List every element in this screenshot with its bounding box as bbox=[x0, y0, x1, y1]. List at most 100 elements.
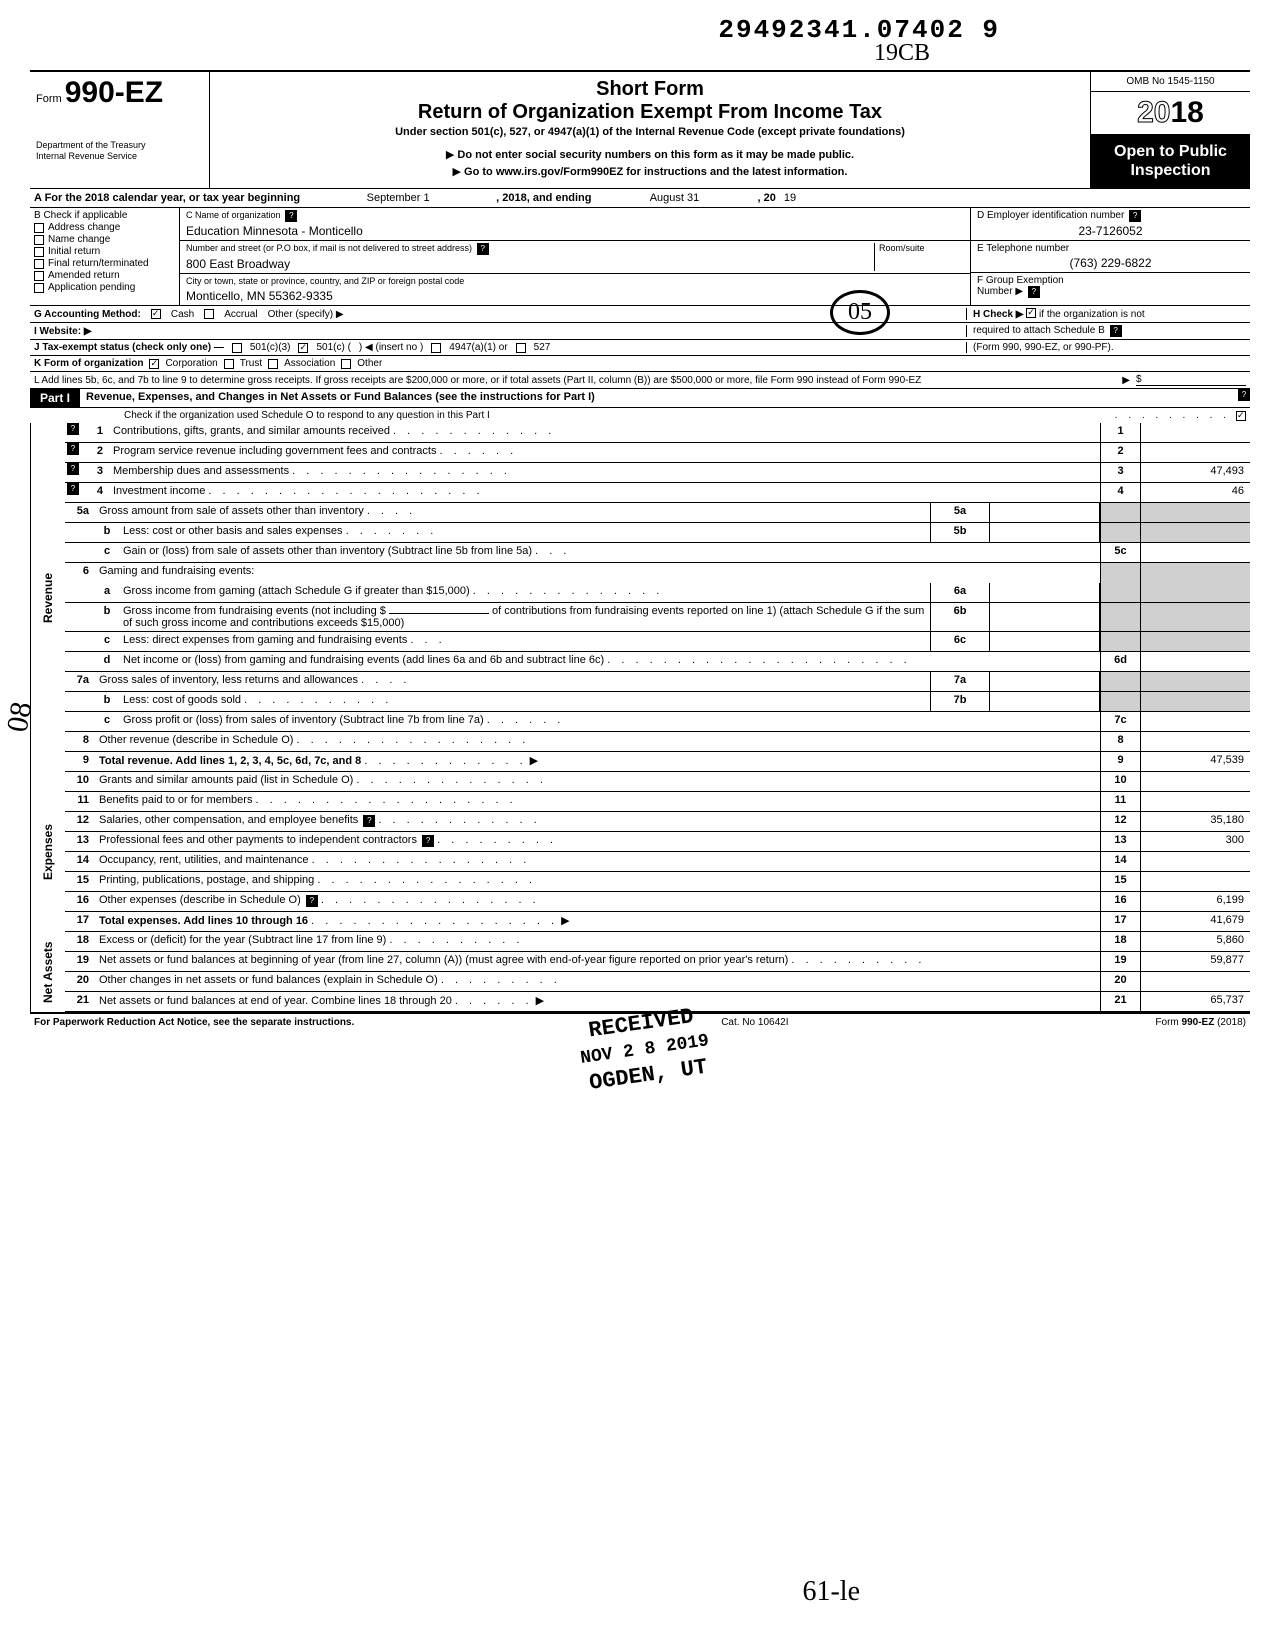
help-icon[interactable]: ? bbox=[422, 835, 434, 847]
form-header: Form 990-EZ Department of the Treasury I… bbox=[30, 70, 1250, 188]
form-subtitle: Under section 501(c), 527, or 4947(a)(1)… bbox=[220, 126, 1080, 138]
val-19: 59,877 bbox=[1140, 952, 1250, 971]
expenses-section: Expenses 10Grants and similar amounts pa… bbox=[30, 772, 1250, 932]
check-cash[interactable] bbox=[151, 309, 161, 319]
val-12: 35,180 bbox=[1140, 812, 1250, 831]
form-number: 990-EZ bbox=[65, 76, 163, 109]
row-j: J Tax-exempt status (check only one) — 5… bbox=[30, 339, 1250, 355]
header-right: OMB No 1545-1150 2018 Open to Public Ins… bbox=[1090, 72, 1250, 188]
revenue-section: Revenue ?1Contributions, gifts, grants, … bbox=[30, 423, 1250, 772]
street-value: 800 East Broadway bbox=[186, 257, 874, 271]
val-4: 46 bbox=[1140, 483, 1250, 502]
help-icon[interactable]: ? bbox=[1110, 325, 1122, 337]
section-b-header: B Check if applicable bbox=[34, 210, 175, 221]
val-21: 65,737 bbox=[1140, 992, 1250, 1011]
header-center: Short Form Return of Organization Exempt… bbox=[210, 72, 1090, 188]
part-label: Part I bbox=[30, 389, 80, 407]
netassets-section: Net Assets 18Excess or (deficit) for the… bbox=[30, 932, 1250, 1012]
help-icon[interactable]: ? bbox=[67, 423, 79, 435]
part-1-check: Check if the organization used Schedule … bbox=[30, 407, 1250, 423]
val-16: 6,199 bbox=[1140, 892, 1250, 911]
check-name[interactable] bbox=[34, 235, 44, 245]
instruction-url: Go to www.irs.gov/Form990EZ for instruct… bbox=[220, 165, 1080, 178]
footer-right: Form 990-EZ (2018) bbox=[1155, 1017, 1246, 1028]
help-icon[interactable]: ? bbox=[285, 210, 297, 222]
check-amended[interactable] bbox=[34, 271, 44, 281]
side-scrawl: 08 bbox=[1, 699, 40, 734]
instruction-ssn: Do not enter social security numbers on … bbox=[220, 148, 1080, 161]
val-17: 41,679 bbox=[1140, 912, 1250, 931]
check-schedule-b[interactable] bbox=[1026, 308, 1036, 318]
help-icon[interactable]: ? bbox=[1238, 389, 1250, 401]
short-form-label: Short Form bbox=[220, 78, 1080, 101]
phone-value: (763) 229-6822 bbox=[977, 256, 1244, 270]
label-org-name: C Name of organization bbox=[186, 210, 281, 220]
omb-number: OMB No 1545-1150 bbox=[1091, 72, 1250, 92]
check-accrual[interactable] bbox=[204, 309, 214, 319]
help-icon[interactable]: ? bbox=[477, 243, 489, 255]
val-9: 47,539 bbox=[1140, 752, 1250, 771]
tax-year: 2018 bbox=[1091, 92, 1250, 134]
row-g: G Accounting Method: Cash Accrual Other … bbox=[30, 305, 1250, 322]
label-street: Number and street (or P.O box, if mail i… bbox=[186, 243, 472, 253]
row-h: H Check ▶ if the organization is not bbox=[966, 308, 1246, 320]
dln-stamp: 29492341.07402 9 bbox=[718, 15, 1000, 45]
ein-value: 23-7126052 bbox=[977, 224, 1244, 238]
row-l: L Add lines 5b, 6c, and 7b to line 9 to … bbox=[30, 371, 1250, 388]
val-18: 5,860 bbox=[1140, 932, 1250, 951]
part-1-header: Part I Revenue, Expenses, and Changes in… bbox=[30, 388, 1250, 407]
row-i: I Website: ▶ required to attach Schedule… bbox=[30, 322, 1250, 339]
help-icon[interactable]: ? bbox=[306, 895, 318, 907]
bottom-signature: 61-le bbox=[802, 1576, 860, 1608]
dept-irs: Internal Revenue Service bbox=[36, 151, 203, 162]
val-3: 47,493 bbox=[1140, 463, 1250, 482]
val-13: 300 bbox=[1140, 832, 1250, 851]
help-icon[interactable]: ? bbox=[1129, 210, 1141, 222]
footer-cat: Cat. No 10642I bbox=[721, 1017, 788, 1028]
row-k: K Form of organization Corporation Trust… bbox=[30, 355, 1250, 371]
year-yy: 19 bbox=[784, 192, 796, 204]
help-icon[interactable]: ? bbox=[67, 483, 79, 495]
open-public-badge: Open to Public Inspection bbox=[1091, 134, 1250, 188]
check-4947[interactable] bbox=[431, 343, 441, 353]
label-group2: Number ▶ bbox=[977, 286, 1023, 297]
section-def: D Employer identification number ? 23-71… bbox=[970, 208, 1250, 305]
part-title: Revenue, Expenses, and Changes in Net As… bbox=[80, 389, 1236, 407]
footer-left: For Paperwork Reduction Act Notice, see … bbox=[34, 1017, 354, 1028]
label-ein: D Employer identification number bbox=[977, 210, 1124, 221]
header-left: Form 990-EZ Department of the Treasury I… bbox=[30, 72, 210, 188]
check-trust[interactable] bbox=[224, 359, 234, 369]
help-icon[interactable]: ? bbox=[67, 463, 79, 475]
dept-treasury: Department of the Treasury bbox=[36, 140, 203, 151]
stamp-oval: 05 bbox=[830, 290, 890, 335]
check-501c3[interactable] bbox=[232, 343, 242, 353]
check-address[interactable] bbox=[34, 223, 44, 233]
check-pending[interactable] bbox=[34, 283, 44, 293]
label-room: Room/suite bbox=[879, 243, 925, 253]
check-501c[interactable] bbox=[298, 343, 308, 353]
section-b: B Check if applicable Address change Nam… bbox=[30, 208, 180, 305]
label-city: City or town, state or province, country… bbox=[186, 276, 464, 286]
side-expenses: Expenses bbox=[30, 772, 65, 932]
year-end: August 31 bbox=[600, 192, 750, 204]
info-grid: B Check if applicable Address change Nam… bbox=[30, 207, 1250, 305]
check-initial[interactable] bbox=[34, 247, 44, 257]
handwritten-note: 19CB bbox=[874, 40, 930, 67]
label-phone: E Telephone number bbox=[977, 243, 1069, 254]
label-group: F Group Exemption bbox=[977, 275, 1064, 286]
help-icon[interactable]: ? bbox=[363, 815, 375, 827]
row-a-tax-year: A For the 2018 calendar year, or tax yea… bbox=[30, 188, 1250, 207]
help-icon[interactable]: ? bbox=[67, 443, 79, 455]
form-title: Return of Organization Exempt From Incom… bbox=[220, 101, 1080, 124]
check-schedule-o[interactable] bbox=[1236, 411, 1246, 421]
check-527[interactable] bbox=[516, 343, 526, 353]
check-assoc[interactable] bbox=[268, 359, 278, 369]
side-netassets: Net Assets bbox=[30, 932, 65, 1012]
org-name: Education Minnesota - Monticello bbox=[186, 224, 964, 238]
check-corp[interactable] bbox=[149, 359, 159, 369]
check-final[interactable] bbox=[34, 259, 44, 269]
form-prefix: Form bbox=[36, 93, 62, 105]
help-icon[interactable]: ? bbox=[1028, 286, 1040, 298]
received-stamp: RECEIVED NOV 2 8 2019 OGDEN, UT bbox=[575, 1001, 715, 1099]
check-other[interactable] bbox=[341, 359, 351, 369]
